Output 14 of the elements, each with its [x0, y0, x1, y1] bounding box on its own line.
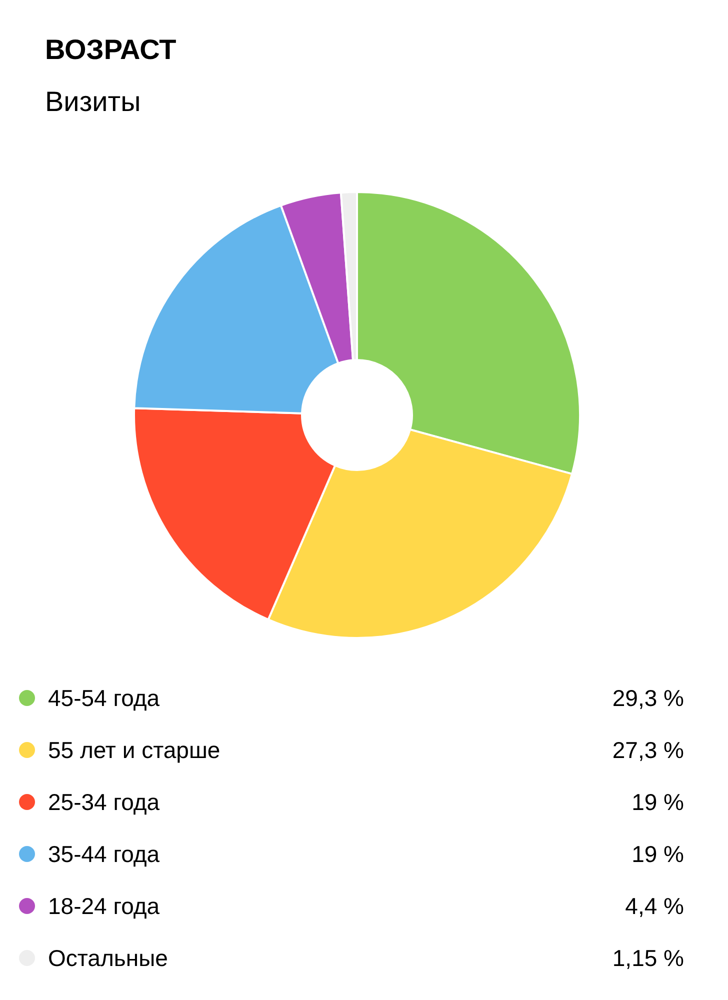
data-label: 1,15 % [612, 944, 684, 972]
data-label: 27,3 % [612, 736, 684, 764]
data-label: 4,4 % [625, 892, 684, 920]
legend-label: 45-54 года [48, 684, 160, 712]
legend-label: 35-44 года [48, 840, 160, 868]
data-label: 29,3 % [612, 684, 684, 712]
chart-title: ВОЗРАСТ [45, 34, 176, 66]
legend-label: 18-24 года [48, 892, 160, 920]
chart-subtitle: Визиты [45, 86, 141, 118]
data-label: 19 % [632, 840, 684, 868]
legend-label: 25-34 года [48, 788, 160, 816]
legend-label: 55 лет и старше [48, 736, 220, 764]
data-label: 19 % [632, 788, 684, 816]
legend-label: Остальные [48, 944, 168, 972]
